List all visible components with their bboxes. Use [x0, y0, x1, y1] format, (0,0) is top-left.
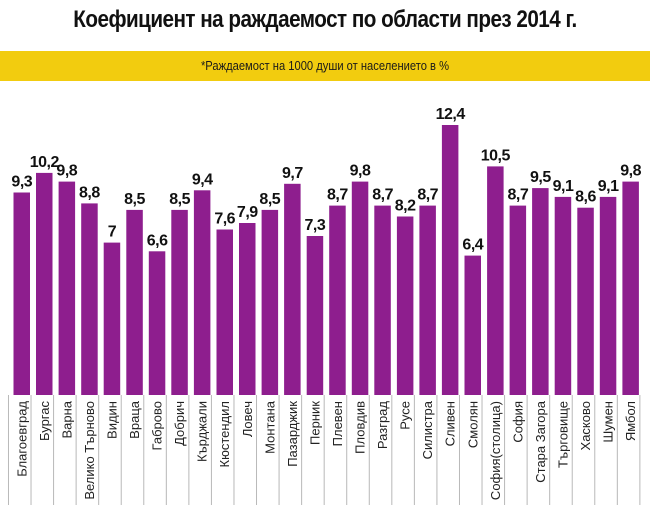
category-label: Търговище	[556, 401, 571, 468]
category-label: Ловеч	[240, 401, 255, 437]
bar	[216, 229, 233, 395]
category-label: София(столица)	[488, 401, 503, 500]
category-label: Сливен	[443, 401, 458, 446]
bar	[554, 196, 572, 395]
category-label: Русе	[398, 401, 413, 430]
bar	[13, 192, 30, 395]
bar-chart: 9,310,29,88,878,56,68,59,47,6 7,98,59,77,…	[7, 106, 642, 505]
bar	[193, 190, 211, 395]
category-label: Добрич	[172, 401, 187, 446]
category-label: София	[510, 401, 525, 443]
bar	[419, 205, 436, 395]
value-label: 8,7	[372, 187, 393, 204]
category-label: Ямбол	[623, 401, 638, 441]
value-label: 8,7	[327, 187, 348, 204]
bar	[532, 188, 549, 395]
bar	[284, 183, 301, 395]
chart-title: Коефициент на раждаемост по области през…	[73, 6, 577, 33]
value-label: 9,4	[192, 171, 213, 188]
value-label: 7,9	[237, 204, 258, 221]
category-label: Велико Търново	[82, 401, 97, 500]
value-label: 10,5	[481, 147, 511, 164]
category-label: Варна	[59, 400, 74, 438]
bar	[464, 255, 481, 395]
category-label: Благоевград	[14, 401, 29, 477]
bar	[126, 209, 143, 395]
bar	[599, 196, 617, 395]
value-label: 9,3	[11, 174, 32, 191]
value-labels-group: 9,310,29,88,878,56,68,59,47,6 7,98,59,77,…	[11, 106, 642, 254]
value-label: 9,5	[530, 169, 551, 186]
bar	[329, 205, 346, 395]
subtitle-band: *Раждаемост на 1000 души от населението …	[0, 51, 650, 81]
category-label: Кюстендил	[217, 401, 232, 467]
value-label: 8,5	[169, 191, 190, 208]
value-label: 8,8	[79, 184, 100, 201]
chart-subtitle: *Раждаемост на 1000 души от населението …	[200, 58, 450, 73]
bar	[58, 181, 76, 395]
bar	[103, 242, 121, 395]
bar	[509, 205, 527, 395]
category-label: Монтана	[262, 400, 277, 454]
value-label: 8,2	[395, 198, 416, 215]
value-label: 9,8	[350, 163, 371, 180]
value-label: 8,7	[508, 187, 529, 204]
value-label: 6,6	[147, 232, 168, 249]
category-label: Габрово	[150, 401, 165, 450]
category-label: Перник	[307, 401, 322, 445]
value-label: 8,7	[417, 187, 438, 204]
bar	[441, 125, 459, 395]
category-label: Видин	[105, 401, 120, 439]
bar	[577, 207, 594, 395]
bar	[81, 203, 98, 395]
value-label: 9,1	[598, 178, 619, 195]
bar	[171, 209, 188, 395]
category-label: Разград	[375, 401, 390, 449]
bar	[239, 223, 256, 395]
category-label: Плевен	[330, 401, 345, 446]
bar	[374, 205, 391, 395]
value-label: 8,6	[575, 189, 596, 206]
value-label: 9,7	[282, 165, 303, 182]
bar	[36, 172, 53, 395]
bar	[396, 216, 414, 395]
bars-group	[13, 125, 639, 395]
value-label: 9,8	[56, 163, 77, 180]
value-label: 10,2	[30, 154, 60, 171]
bar	[487, 166, 504, 395]
value-label: 12,4	[436, 106, 466, 123]
value-label: 7	[108, 224, 117, 241]
value-label: 7,3	[305, 217, 326, 234]
value-label: 9,1	[553, 178, 574, 195]
category-label: Пловдив	[353, 401, 368, 454]
bar	[148, 251, 166, 395]
bar	[622, 181, 639, 395]
value-label: 8,5	[259, 191, 280, 208]
value-label: 6,4	[462, 237, 483, 254]
separators-group	[7, 395, 641, 505]
category-label: Бургас	[37, 401, 52, 442]
category-label: Пазарджик	[285, 401, 300, 467]
value-label: 8,5	[124, 191, 145, 208]
category-label: Силистра	[420, 400, 435, 459]
category-label: Хасково	[578, 401, 593, 450]
category-label: Стара Загора	[533, 400, 548, 482]
bar	[306, 236, 324, 395]
category-label: Враца	[127, 400, 142, 439]
value-label: 9,8	[620, 163, 641, 180]
bar	[351, 181, 369, 395]
value-label: 7,6	[214, 211, 235, 228]
category-labels-group: Благоевград Бургас Варна Велико Търново Види…	[14, 400, 638, 500]
bar	[261, 209, 279, 395]
category-label: Шумен	[601, 401, 616, 443]
category-label: Смолян	[465, 401, 480, 448]
category-label: Кърджали	[195, 401, 210, 462]
